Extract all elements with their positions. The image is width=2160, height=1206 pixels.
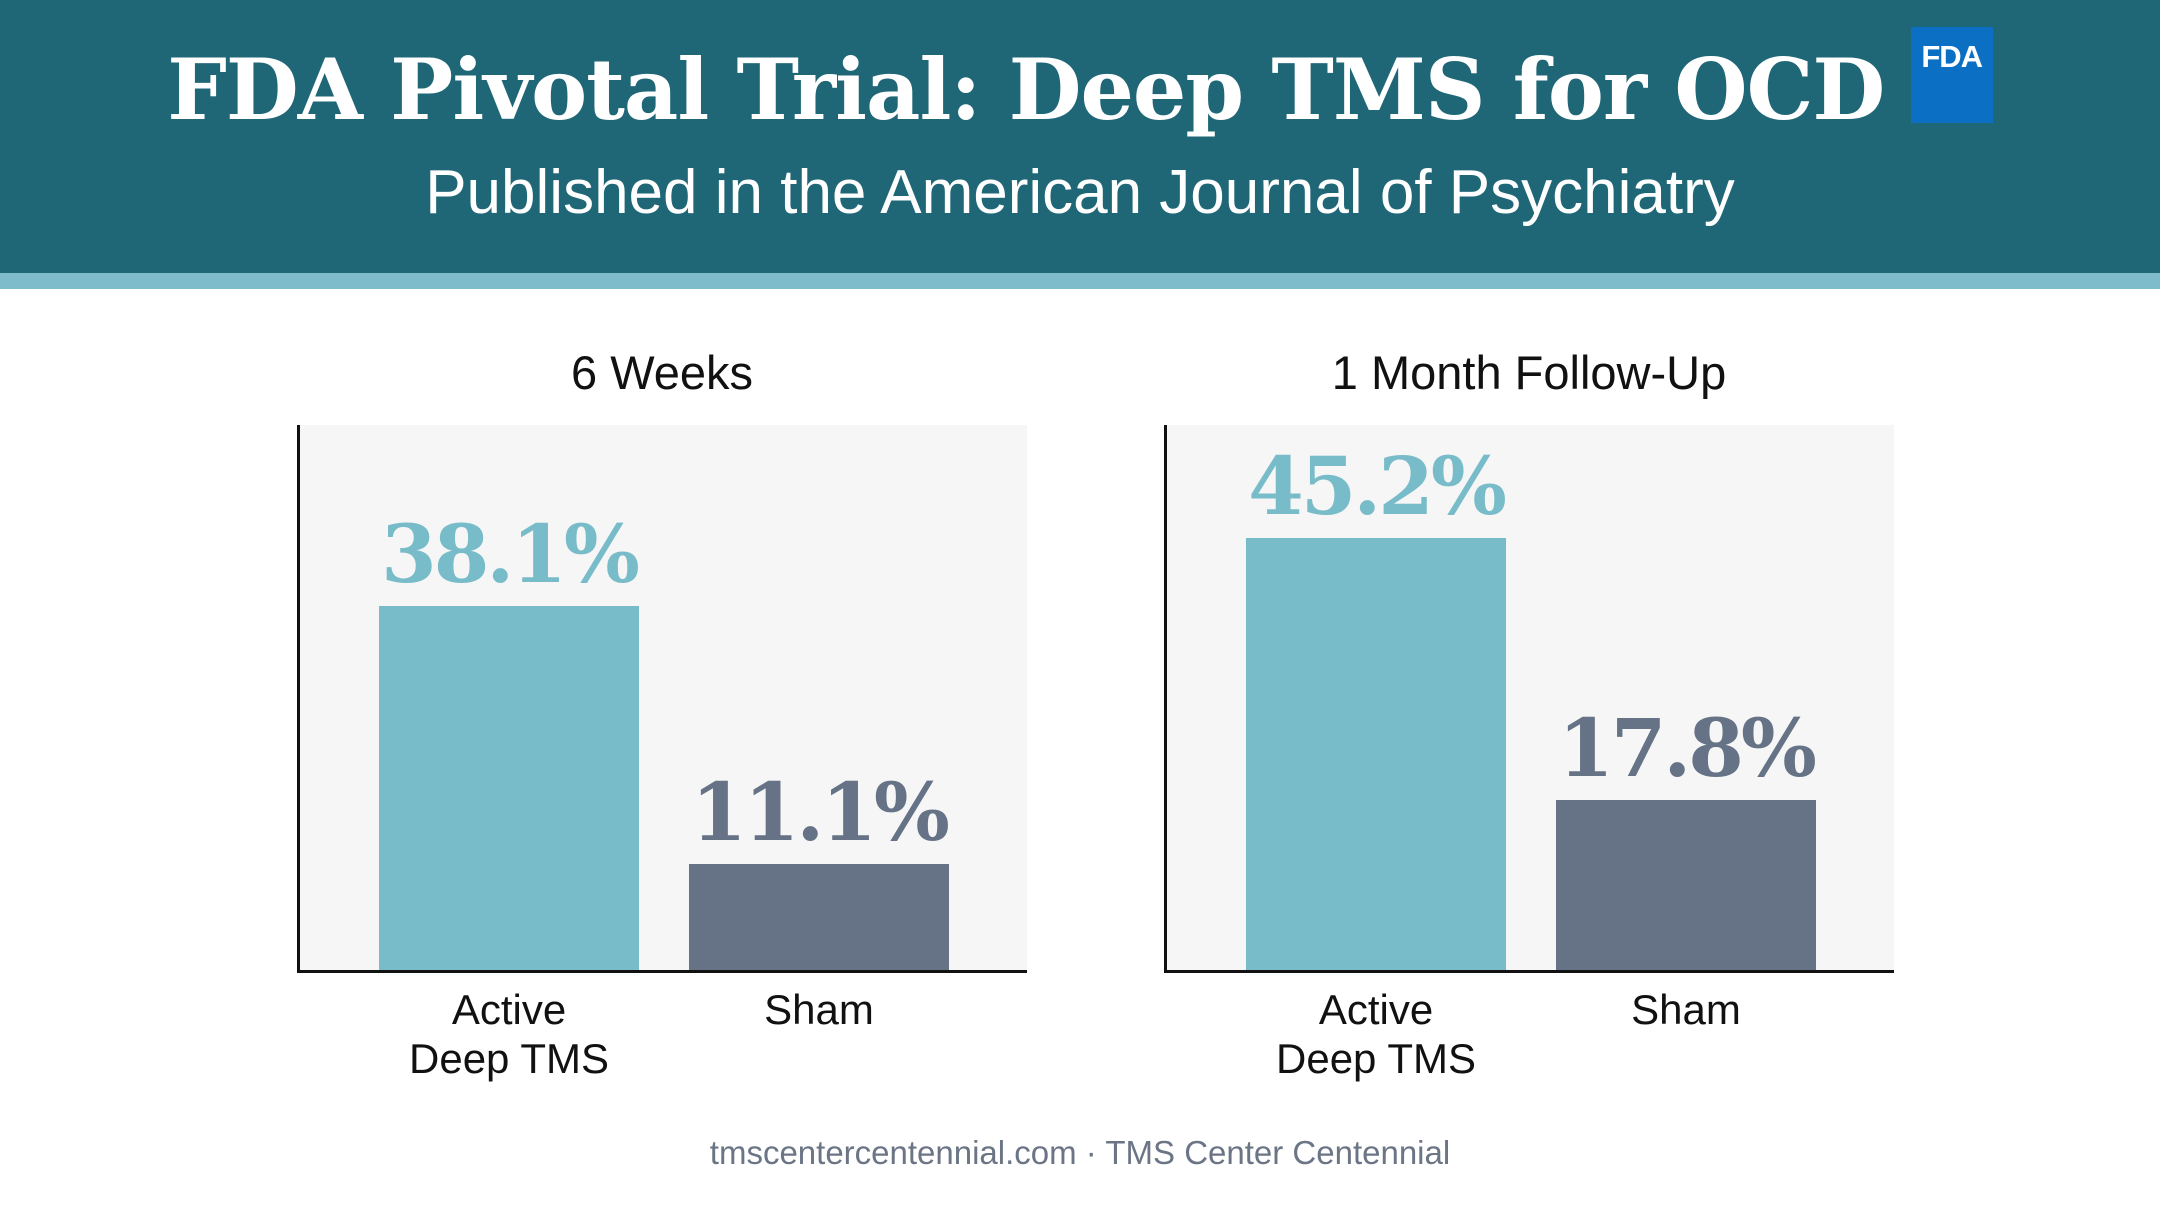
data-label: 11.1%: [691, 765, 950, 859]
chart-panel-6-weeks: 6 Weeks 38.1% Active Deep TMS 11.1% Sham: [297, 345, 1027, 1105]
page-title: FDA Pivotal Trial: Deep TMS for OCD: [167, 40, 1885, 139]
fda-logo-icon: FDA: [1910, 26, 1993, 123]
chart-panel-1-month: 1 Month Follow-Up 45.2% Active Deep TMS 17…: [1164, 345, 1894, 1105]
header-stripe: [0, 273, 2160, 289]
header-banner: [0, 0, 2160, 273]
bar-active: [379, 606, 639, 970]
chart-title: 6 Weeks: [571, 346, 753, 399]
category-label: Sham: [764, 986, 874, 1033]
data-label: 17.8%: [1558, 701, 1817, 795]
chart-title: 1 Month Follow-Up: [1331, 346, 1727, 399]
bar-sham: [689, 864, 949, 970]
category-label: Active Deep TMS: [1276, 986, 1476, 1082]
plot-area: [1164, 425, 1894, 973]
plot-area: [297, 425, 1027, 973]
footer-credit: tmscentercentennial.com · TMS Center Cen…: [709, 1134, 1451, 1171]
page-subtitle: Published in the American Journal of Psy…: [425, 158, 1735, 227]
data-label: 45.2%: [1248, 439, 1507, 533]
title-row: FDA Pivotal Trial: Deep TMS for OCD FDA: [0, 26, 2160, 139]
bar-active: [1246, 538, 1506, 970]
bar-sham: [1556, 800, 1816, 970]
data-label: 38.1%: [381, 507, 640, 601]
category-label: Active Deep TMS: [409, 986, 609, 1082]
category-label: Sham: [1631, 986, 1741, 1033]
